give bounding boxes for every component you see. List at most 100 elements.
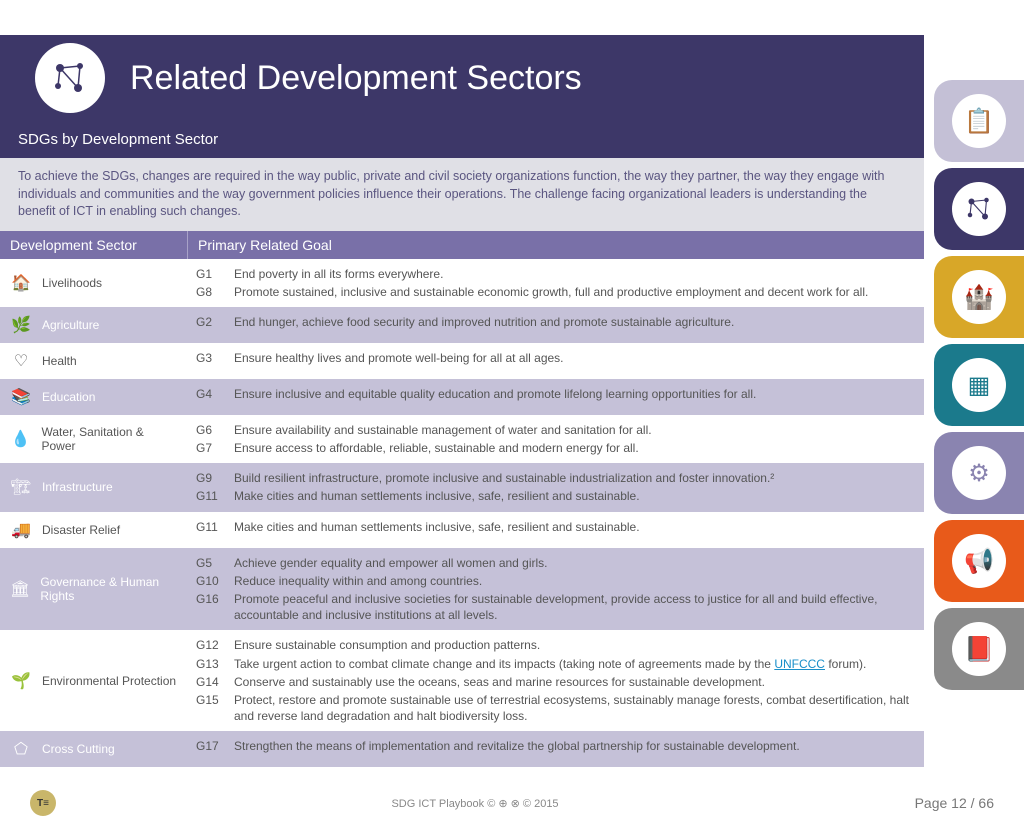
sector-cell: ♡Health [0, 343, 188, 379]
goals-cell: G4Ensure inclusive and equitable quality… [188, 379, 924, 415]
sidebar-tab-icon: ▦ [952, 358, 1006, 412]
goal-code: G10 [196, 573, 226, 589]
goal-text: Ensure sustainable consumption and produ… [234, 637, 540, 653]
goal-line: G13 Take urgent action to combat climate … [196, 655, 916, 673]
intro-text: To achieve the SDGs, changes are require… [0, 158, 924, 231]
goal-text: Conserve and sustainably use the oceans,… [234, 674, 765, 690]
table-row: 🏗InfrastructureG9Build resilient infrast… [0, 463, 924, 511]
goals-cell: G2 End hunger, achieve food security and … [188, 307, 924, 343]
sector-name: Cross Cutting [42, 742, 115, 756]
goal-code: G11 [196, 519, 226, 535]
sector-icon: 💧 [10, 429, 32, 449]
goal-code: G13 [196, 656, 226, 672]
sector-icon: ⬠ [10, 739, 32, 759]
goal-text: End hunger, achieve food security and im… [234, 314, 734, 330]
sector-icon: 🌿 [10, 315, 32, 335]
sidebar-tab-icon [952, 182, 1006, 236]
goal-code: G3 [196, 350, 226, 366]
goal-line: G12Ensure sustainable consumption and pr… [196, 636, 916, 654]
goal-line: G6 Ensure availability and sustainable ma… [196, 421, 916, 439]
footer: T≡ SDG ICT Playbook © ⊕ ⊗ © 2015 Page 12… [0, 790, 1024, 816]
goal-text: Promote sustained, inclusive and sustain… [234, 284, 868, 300]
sidebar-tab-3[interactable]: ▦ [934, 344, 1024, 426]
th-goal: Primary Related Goal [188, 231, 342, 259]
table-row: 🏠 Livelihoods G1 End poverty in all its for… [0, 259, 924, 307]
sidebar-tab-2[interactable]: 🏰 [934, 256, 1024, 338]
sector-cell: 🌱 Environmental Protection [0, 630, 188, 731]
table-row: ♡HealthG3Ensure healthy lives and promot… [0, 343, 924, 379]
goal-text: Ensure access to affordable, reliable, s… [234, 440, 639, 456]
goal-line: G11 Make cities and human settlements inc… [196, 518, 916, 536]
sidebar-tab-4[interactable]: ⚙ [934, 432, 1024, 514]
sidebar-tab-icon: ⚙ [952, 446, 1006, 500]
goal-code: G8 [196, 284, 226, 300]
sector-name: Environmental Protection [42, 674, 176, 688]
footer-center: SDG ICT Playbook © ⊕ ⊗ © 2015 [56, 797, 994, 810]
table-row: 🏛 Governance & Human Rights G5 Achieve gend… [0, 548, 924, 631]
goal-code: G2 [196, 314, 226, 330]
sector-name: Agriculture [42, 318, 99, 332]
page-header: Related Development Sectors [0, 35, 924, 121]
goal-text: Ensure availability and sustainable mana… [234, 422, 652, 438]
sector-name: Governance & Human Rights [40, 575, 178, 603]
sector-cell: 🚚 Disaster Relief [0, 512, 188, 548]
sidebar-tab-icon: 📋 [952, 94, 1006, 148]
goals-cell: G3Ensure healthy lives and promote well-… [188, 343, 924, 379]
sector-cell: 📚 Education [0, 379, 188, 415]
goal-text: Protect, restore and promote sustainable… [234, 692, 916, 724]
goal-line: G10 Reduce inequality within and among co… [196, 572, 916, 590]
sector-icon: 🏛 [10, 579, 30, 599]
footer-logo-icon: T≡ [30, 790, 56, 816]
goal-code: G16 [196, 591, 226, 623]
sidebar-tab-icon: 🏰 [952, 270, 1006, 324]
goal-text: Take urgent action to combat climate cha… [234, 656, 866, 672]
goal-code: G11 [196, 488, 226, 504]
goal-code: G15 [196, 692, 226, 724]
sector-cell: ⬠ Cross Cutting [0, 731, 188, 767]
sector-name: Livelihoods [42, 276, 102, 290]
goal-line: G4Ensure inclusive and equitable quality… [196, 385, 916, 403]
table-row: 🌱 Environmental Protection G12Ensure susta… [0, 630, 924, 731]
sidebar-tab-1[interactable] [934, 168, 1024, 250]
sidebar-tab-5[interactable]: 📢 [934, 520, 1024, 602]
sidebar-tab-0[interactable]: 📋 [934, 80, 1024, 162]
sector-name: Disaster Relief [42, 523, 120, 537]
sector-icon: 📚 [10, 387, 32, 407]
header-network-icon [35, 43, 105, 113]
sector-icon: ♡ [10, 351, 32, 371]
sidebar-tab-6[interactable]: 📕 [934, 608, 1024, 690]
goal-text: Make cities and human settlements inclus… [234, 519, 640, 535]
goal-text: Reduce inequality within and among count… [234, 573, 482, 589]
table-row: 💧 Water, Sanitation & Power G6 Ensure avail… [0, 415, 924, 463]
table-row: 🌿 Agriculture G2 End hunger, achieve food s… [0, 307, 924, 343]
sector-name: Water, Sanitation & Power [42, 425, 179, 453]
goal-code: G5 [196, 555, 226, 571]
sector-name: Education [42, 390, 95, 404]
sector-icon: 🌱 [10, 671, 32, 691]
goal-text: End poverty in all its forms everywhere. [234, 266, 443, 282]
goal-line: G11 Make cities and human settlements inc… [196, 487, 916, 505]
goal-code: G9 [196, 470, 226, 486]
sector-icon: 🏠 [10, 273, 32, 293]
th-sector: Development Sector [0, 231, 188, 259]
goals-cell: G9Build resilient infrastructure, promot… [188, 463, 924, 511]
goal-line: G1 End poverty in all its forms everywher… [196, 265, 916, 283]
goal-link[interactable]: UNFCCC [774, 657, 825, 671]
goals-cell: G6 Ensure availability and sustainable ma… [188, 415, 924, 463]
goal-text: Make cities and human settlements inclus… [234, 488, 640, 504]
goal-line: G2 End hunger, achieve food security and … [196, 313, 916, 331]
sidebar-tab-icon: 📢 [952, 534, 1006, 588]
goals-cell: G11 Make cities and human settlements inc… [188, 512, 924, 548]
goal-line: G9Build resilient infrastructure, promot… [196, 469, 916, 487]
goal-code: G6 [196, 422, 226, 438]
sector-name: Infrastructure [42, 480, 113, 494]
goal-text: Achieve gender equality and empower all … [234, 555, 548, 571]
table-row: ⬠Cross CuttingG17Strengthen the means of… [0, 731, 924, 767]
sector-table: 🏠 Livelihoods G1 End poverty in all its for… [0, 259, 1024, 768]
table-row: 🚚 Disaster Relief G11 Make cities and human… [0, 512, 924, 548]
sidebar-tabs: 📋 🏰 ▦ ⚙ 📢 📕 [934, 80, 1024, 690]
goal-code: G4 [196, 386, 226, 402]
goal-code: G1 [196, 266, 226, 282]
sector-icon: 🚚 [10, 520, 32, 540]
goal-code: G17 [196, 738, 226, 754]
